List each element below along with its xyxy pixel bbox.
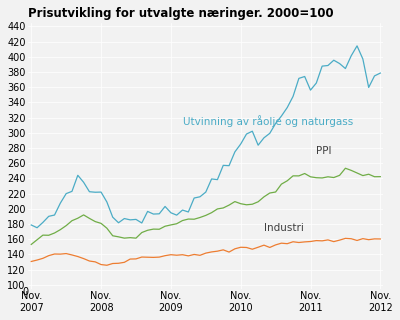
Text: 0: 0 [22, 287, 28, 297]
Text: Industri: Industri [264, 223, 304, 233]
Text: Utvinning av råolje og naturgass: Utvinning av råolje og naturgass [182, 116, 353, 127]
Text: PPI: PPI [316, 146, 332, 156]
Text: Prisutvikling for utvalgte næringer. 2000=100: Prisutvikling for utvalgte næringer. 200… [28, 7, 334, 20]
